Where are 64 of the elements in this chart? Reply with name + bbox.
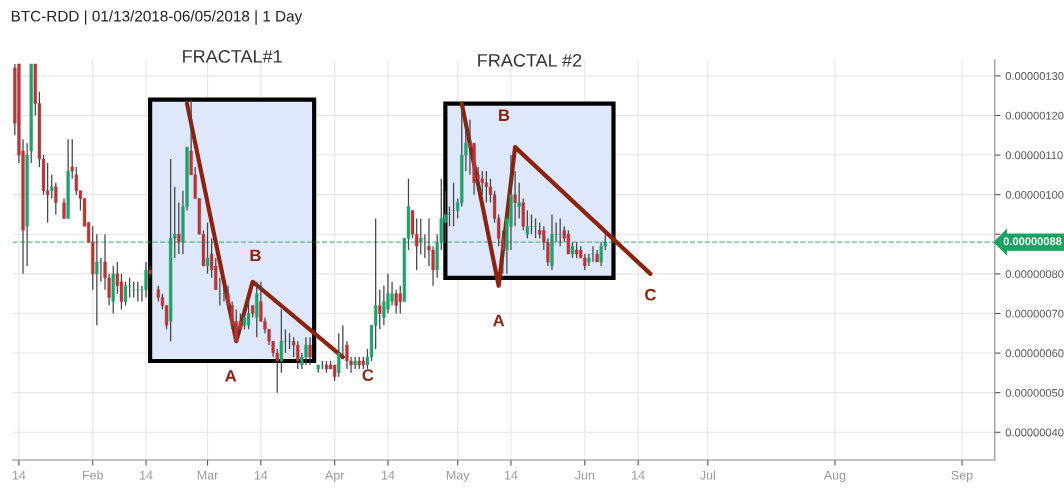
annotation: A (493, 314, 505, 327)
annotation: C (362, 369, 374, 381)
x-tick-label: Jul (700, 470, 715, 480)
candlestick (451, 182, 456, 227)
x-tick-label: 14 (140, 470, 153, 480)
candlestick (513, 170, 517, 227)
y-tick-label: 0.00000070 (1005, 309, 1064, 318)
candlestick (144, 261, 148, 299)
y-tick-label: 0.00000120 (1005, 111, 1064, 120)
x-tick-label: 14 (254, 470, 268, 480)
y-tick-label: 0.00000060 (1005, 349, 1064, 358)
candlestick (242, 308, 247, 330)
chart-title: BTC-RDD | 01/13/2018-06/05/2018 | 1 Day (11, 10, 303, 25)
annotation: C (645, 288, 656, 301)
candlestick (484, 170, 489, 204)
candlestick (45, 162, 50, 224)
candlestick (127, 277, 132, 299)
x-tick-label: Jun (574, 470, 595, 480)
candlestick (529, 213, 534, 235)
candlestick (566, 229, 571, 255)
annotation: FRACTAL#1 (183, 50, 282, 63)
candlestick (136, 281, 140, 303)
candlestick (533, 217, 538, 239)
candlestick (246, 300, 251, 330)
ref-line-label: 0.00000088 (1003, 237, 1062, 246)
x-tick-label: Mar (197, 470, 219, 480)
candlestick (419, 217, 423, 255)
candlestick (177, 201, 181, 255)
y-tick-label: 0.00000130 (1005, 72, 1064, 80)
candlestick (255, 281, 259, 338)
x-tick-label: 14 (632, 470, 645, 480)
candlestick (123, 281, 128, 307)
annotation: A (225, 370, 237, 382)
candlestick (447, 205, 452, 227)
y-tick-label: 0.00000080 (1005, 270, 1064, 278)
candlestick (308, 336, 312, 366)
candlestick (378, 289, 382, 330)
candlestick (390, 281, 394, 307)
x-tick-label: May (446, 470, 470, 483)
x-tick-label: Apr (324, 470, 345, 483)
candlestick (222, 285, 226, 303)
annotation: B (499, 109, 510, 121)
x-tick-label: 14 (504, 470, 518, 480)
x-tick-label: Aug (823, 470, 846, 483)
y-tick-label: 0.00000050 (1005, 388, 1064, 397)
x-tick-label: Sep (951, 470, 973, 483)
candlestick (54, 182, 58, 216)
candlestick (99, 257, 103, 283)
candlestick (398, 285, 402, 315)
x-tick-label: Feb (82, 470, 103, 480)
y-tick-label: 0.00000100 (1005, 190, 1064, 199)
candlestick (480, 170, 484, 196)
candlestick (296, 340, 300, 370)
candlestick (62, 197, 66, 220)
x-tick-label: 14 (12, 470, 26, 480)
annotation: FRACTAL #2 (478, 53, 582, 67)
x-tick-label: 14 (381, 470, 395, 480)
candlestick (304, 336, 308, 366)
annotation: B (250, 249, 261, 262)
candlestick (50, 174, 54, 200)
y-tick-label: 0.00000040 (1005, 428, 1064, 437)
y-tick-label: 0.00000110 (1005, 151, 1063, 160)
candlestick (591, 245, 595, 263)
candlestick (218, 277, 222, 307)
